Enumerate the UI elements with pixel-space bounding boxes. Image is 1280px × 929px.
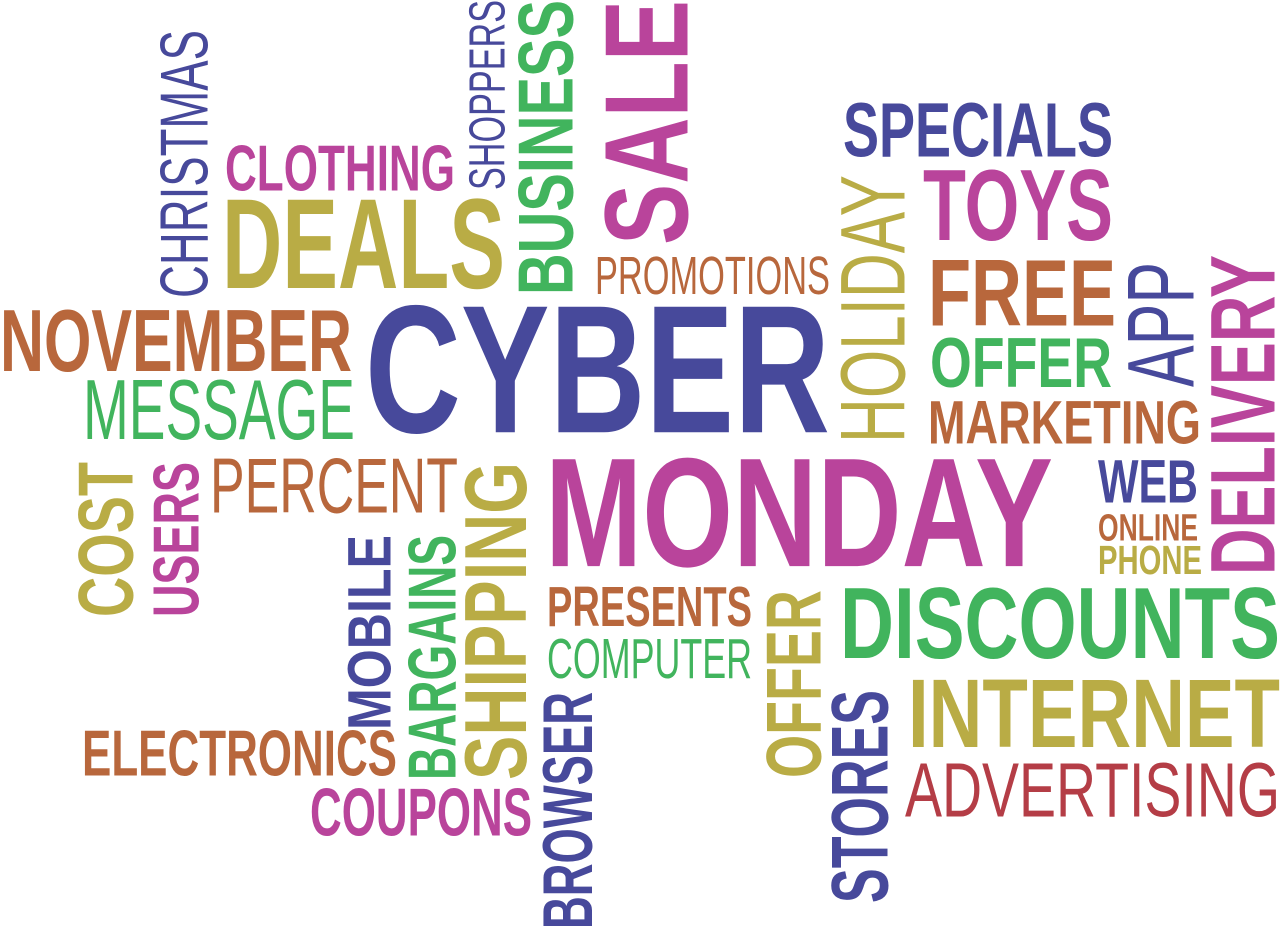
word-toys: TOYS bbox=[923, 148, 1113, 263]
word-electronics: ELECTRONICS bbox=[82, 717, 397, 790]
word-holiday: HOLIDAY bbox=[821, 175, 925, 443]
word-online: ONLINE bbox=[1098, 506, 1198, 549]
word-computer: COMPUTER bbox=[547, 626, 752, 691]
word-specials: SPECIALS bbox=[843, 87, 1113, 174]
word-percent: PERCENT bbox=[210, 441, 458, 530]
word-cyber: CYBER bbox=[365, 268, 830, 473]
word-delivery: DELIVERY bbox=[1191, 255, 1280, 575]
word-free: FREE bbox=[928, 240, 1116, 347]
word-marketing: MARKETING bbox=[928, 389, 1201, 458]
word-users: USERS bbox=[140, 462, 213, 617]
word-promotions: PROMOTIONS bbox=[595, 245, 830, 307]
word-clothing: CLOTHING bbox=[225, 132, 455, 205]
word-november: NOVEMBER bbox=[0, 291, 352, 391]
word-internet: INTERNET bbox=[908, 659, 1280, 769]
word-web: WEB bbox=[1098, 448, 1198, 517]
word-discounts: DISCOUNTS bbox=[840, 566, 1280, 681]
word-business: BUSINESS bbox=[501, 0, 590, 295]
word-coupons: COUPONS bbox=[310, 774, 532, 851]
word-offer-green: OFFER bbox=[930, 323, 1112, 403]
word-deals: DEALS bbox=[222, 172, 505, 317]
word-message: MESSAGE bbox=[83, 362, 355, 458]
word-sale: SALE bbox=[580, 0, 714, 246]
word-advertising: ADVERTISING bbox=[905, 747, 1280, 834]
word-cost: COST bbox=[61, 462, 150, 617]
word-monday: MONDAY bbox=[545, 426, 1053, 601]
word-phone: PHONE bbox=[1098, 537, 1202, 584]
word-mobile: MOBILE bbox=[336, 535, 405, 730]
word-stores: STORES bbox=[814, 690, 906, 903]
word-bargains: BARGAINS bbox=[394, 535, 471, 780]
word-browser: BROWSER bbox=[528, 692, 608, 929]
word-christmas: CHRISTMAS bbox=[146, 29, 223, 298]
word-presents: PRESENTS bbox=[547, 574, 752, 639]
